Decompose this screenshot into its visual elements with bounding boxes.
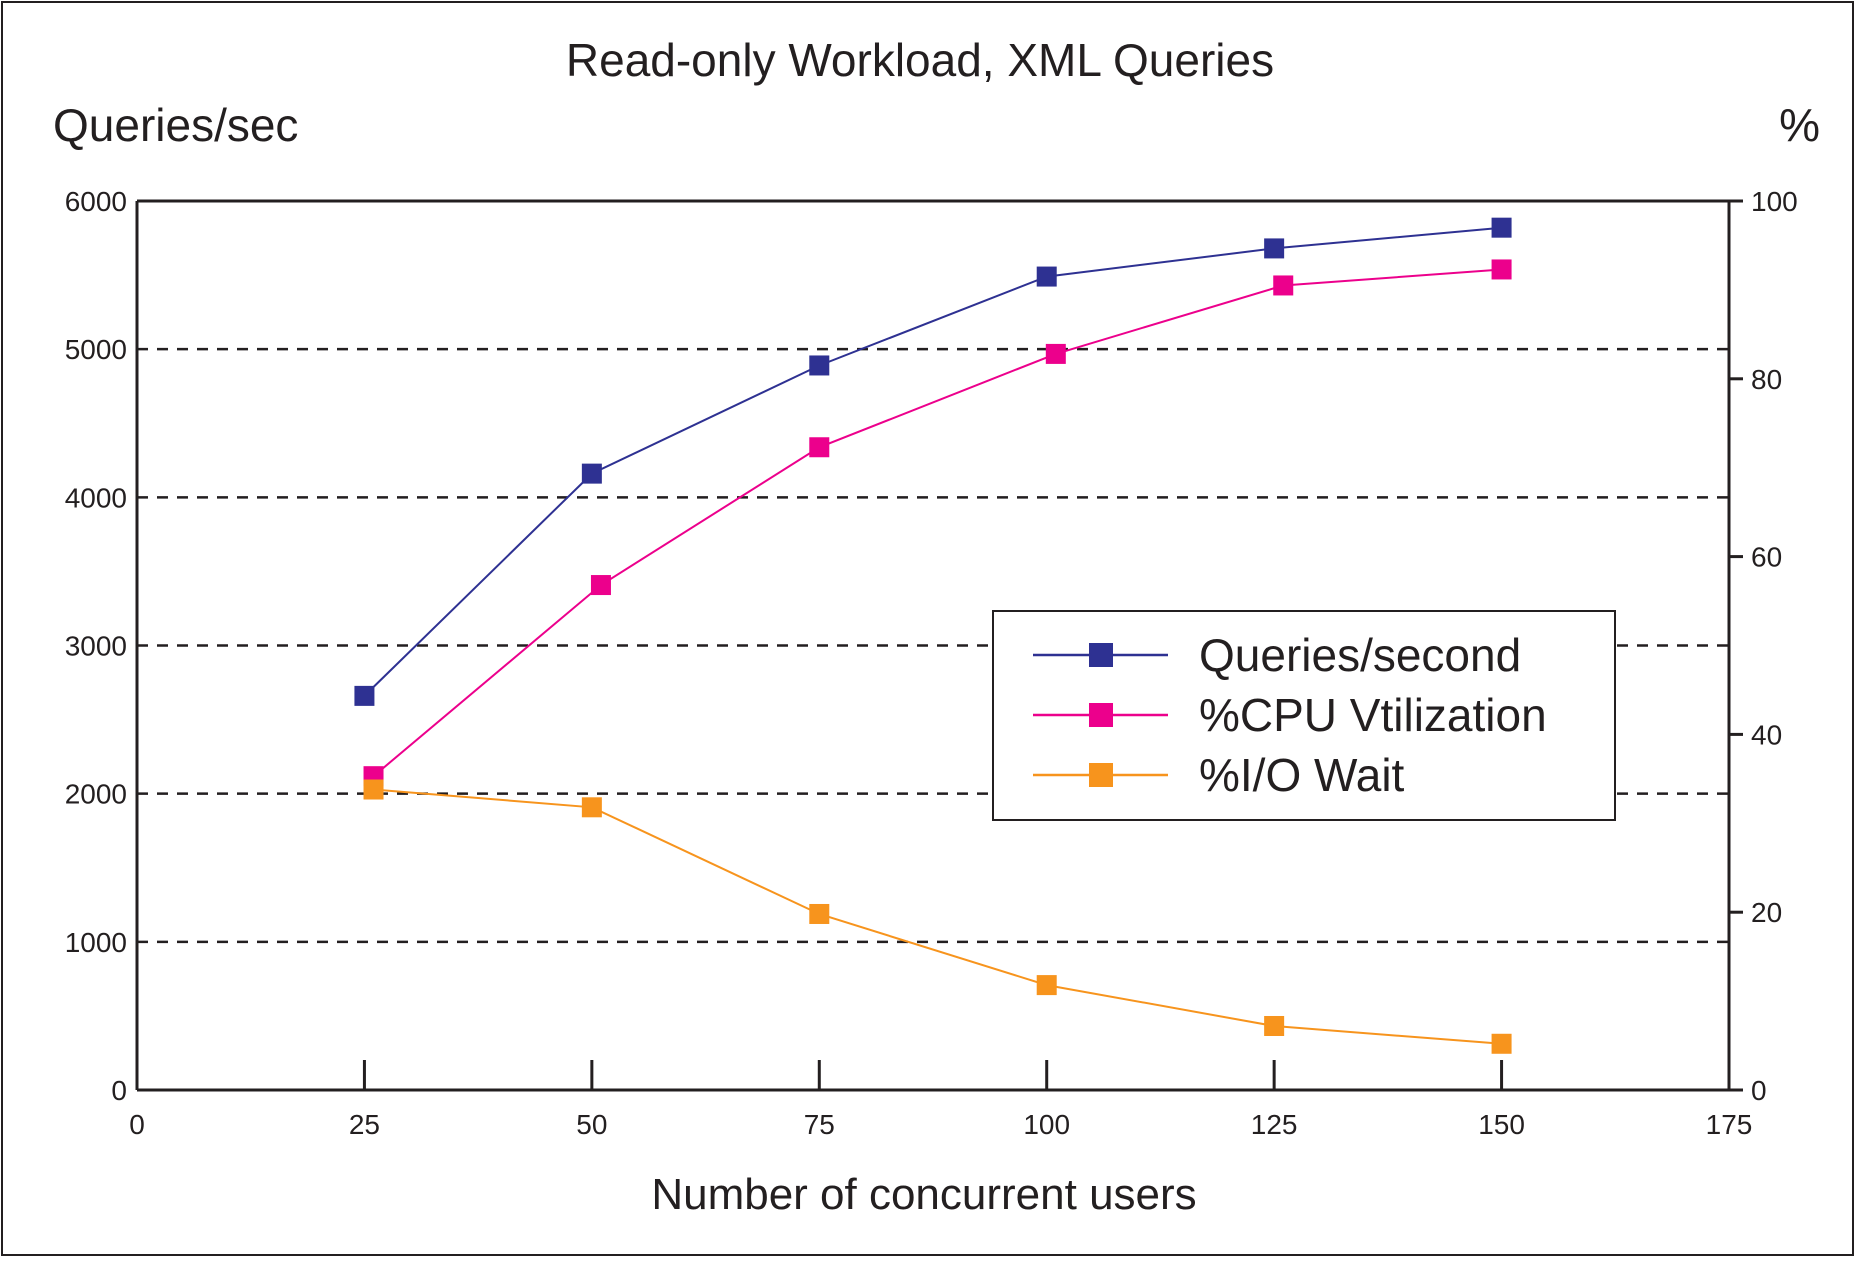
legend: Queries/second %CPU Vtilization %I/O Wait [992,610,1616,821]
y-left-tick-label: 2000 [65,779,127,810]
x-axis-label: Number of concurrent users [651,1170,1196,1219]
series-line-0 [363,226,1502,697]
series-marker-1 [809,437,830,458]
series-marker-0 [354,685,375,706]
series-marker-2 [1264,1015,1285,1036]
y-right-tick-label: 20 [1751,897,1782,928]
series-marker-2 [1036,975,1057,996]
y-right-tick-label: 0 [1751,1075,1767,1106]
series-marker-1 [1273,275,1294,296]
y-left-tick-label: 1000 [65,927,127,958]
y-left-tick-label: 3000 [65,631,127,662]
series-marker-1 [1045,343,1066,364]
series-marker-2 [363,779,384,800]
y-right-tick-label: 40 [1751,719,1782,750]
y-left-tick-label: 5000 [65,334,127,365]
y-left-tick-label: 6000 [65,186,127,217]
series-group [354,217,1512,1054]
legend-swatch-marker [1089,763,1113,787]
x-tick-label: 50 [576,1109,607,1140]
x-tick-label: 150 [1478,1109,1525,1140]
y-left-tick-label: 0 [111,1075,127,1106]
series-marker-0 [1491,217,1512,238]
chart-title: Read-only Workload, XML Queries [566,34,1274,86]
y-left-tick-label: 4000 [65,482,127,513]
legend-label: %CPU Vtilization [1199,689,1547,741]
series-marker-0 [1036,266,1057,287]
x-tick-label: 75 [804,1109,835,1140]
series-marker-0 [1264,238,1285,259]
chart-svg: Read-only Workload, XML Queries Queries/… [53,34,1820,1219]
legend-label: Queries/second [1199,629,1521,681]
series-marker-2 [809,903,830,924]
axes [135,199,1731,1092]
y-axis-left-label: Queries/sec [53,99,298,151]
legend-label: %I/O Wait [1199,749,1405,801]
x-tick-label: 100 [1023,1109,1070,1140]
y-right-tick-label: 60 [1751,542,1782,573]
x-tick-label: 125 [1251,1109,1298,1140]
x-tick-label: 175 [1706,1109,1753,1140]
series-marker-0 [809,355,830,376]
y-axis-right-label: % [1779,99,1820,151]
legend-swatch-marker [1089,643,1113,667]
series-line-2 [373,788,1502,1045]
series-marker-1 [1491,259,1512,280]
series-marker-0 [581,463,602,484]
tick-marks [362,199,1743,1092]
series-line-1 [372,268,1502,777]
y-right-tick-label: 100 [1751,186,1798,217]
series-marker-2 [581,797,602,818]
x-tick-label: 25 [349,1109,380,1140]
y-right-tick-label: 80 [1751,364,1782,395]
series-marker-2 [1491,1033,1512,1054]
legend-swatch-marker [1089,703,1113,727]
series-marker-1 [590,575,611,596]
x-tick-label: 0 [129,1109,145,1140]
